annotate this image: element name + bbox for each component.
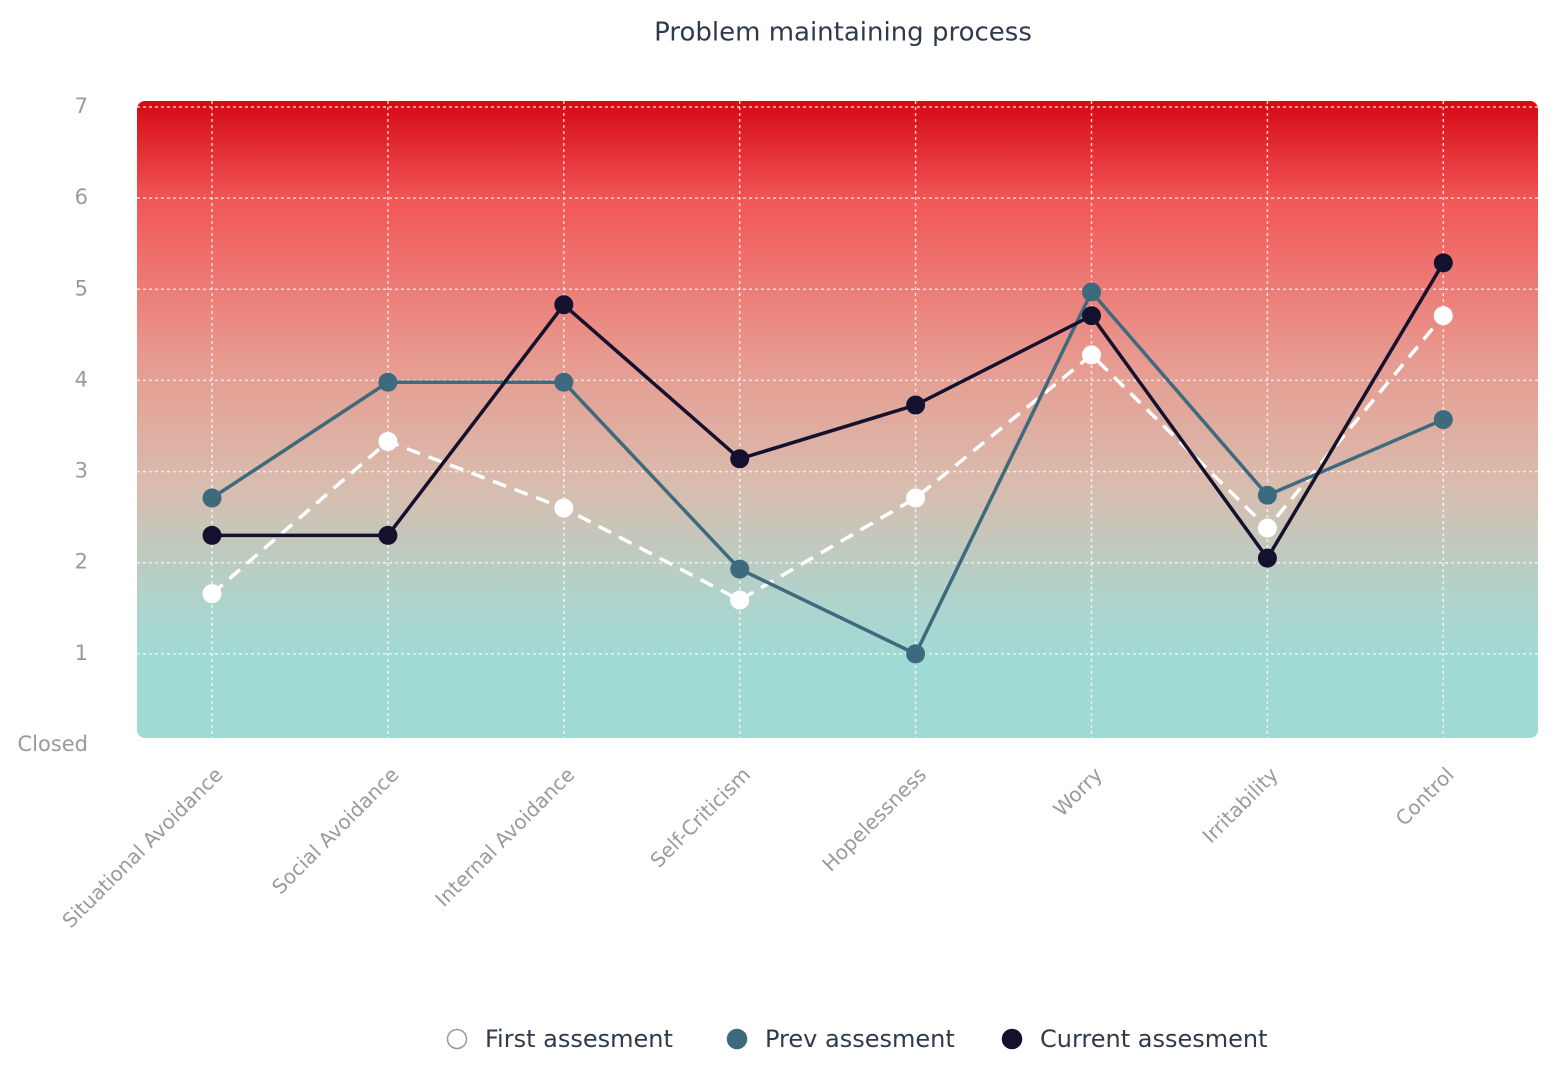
data-point — [906, 644, 926, 664]
y-tick-label: 7 — [75, 94, 88, 118]
data-point — [1257, 548, 1277, 568]
y-tick-label: 4 — [75, 367, 88, 391]
data-point — [378, 525, 398, 545]
series-line — [211, 288, 1444, 657]
data-point — [1433, 410, 1453, 430]
data-point — [202, 584, 222, 604]
data-point — [1082, 282, 1101, 302]
y-tick-label: 6 — [75, 185, 88, 209]
y-tick-label: Closed — [17, 732, 88, 756]
y-tick-label: 5 — [75, 276, 88, 300]
plot-background — [137, 101, 1538, 738]
y-tick-label: 3 — [75, 459, 88, 483]
x-tick-label: Hopelessness — [817, 762, 931, 876]
data-point — [730, 449, 750, 469]
data-point — [1257, 485, 1277, 505]
series-line — [212, 261, 1445, 562]
data-point — [1257, 518, 1277, 538]
legend-label: Prev assesment — [765, 1025, 955, 1053]
data-point — [554, 498, 574, 518]
legend-label: First assesment — [485, 1025, 673, 1053]
data-point — [730, 590, 750, 610]
y-tick-label: 2 — [75, 550, 88, 574]
data-point — [1433, 253, 1453, 273]
data-point — [378, 431, 398, 451]
data-point — [554, 295, 574, 315]
data-point — [378, 372, 398, 392]
chart-title: Problem maintaining process — [654, 18, 1032, 48]
legend-marker — [726, 1028, 748, 1050]
data-point — [202, 488, 222, 508]
x-tick-label: Control — [1391, 762, 1459, 830]
series-line — [210, 314, 1445, 603]
data-point — [906, 395, 926, 415]
y-tick-label: 1 — [75, 641, 88, 665]
data-point — [1082, 306, 1101, 326]
data-point — [1082, 345, 1101, 365]
x-tick-label: Irritability — [1197, 762, 1282, 847]
data-point — [1433, 306, 1453, 326]
data-point — [906, 488, 926, 508]
x-tick-label: Social Avoidance — [267, 762, 403, 898]
x-tick-label: Internal Avoidance — [430, 762, 579, 911]
legend-marker — [1001, 1028, 1023, 1050]
data-point — [554, 372, 574, 392]
x-tick-label: Self-Criticism — [645, 762, 755, 872]
x-tick-label: Worry — [1048, 762, 1107, 821]
x-tick-label: Situational Avoidance — [57, 762, 227, 932]
legend-label: Current assesment — [1040, 1025, 1268, 1053]
data-point — [202, 525, 222, 545]
data-point — [730, 559, 750, 579]
legend-marker — [446, 1028, 468, 1050]
